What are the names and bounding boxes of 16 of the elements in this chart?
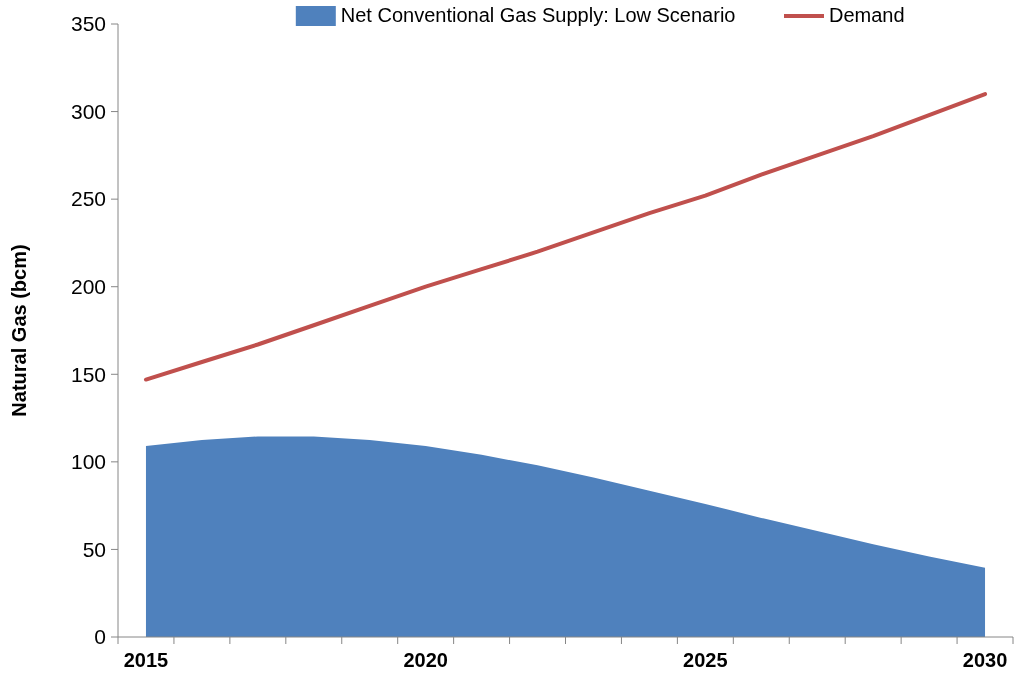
y-tick-label: 100: [70, 450, 106, 474]
x-tick-label: 2025: [683, 649, 728, 671]
y-tick-label: 300: [70, 99, 106, 123]
x-tick-label: 2020: [403, 649, 448, 671]
legend-label: Net Conventional Gas Supply: Low Scenario: [340, 4, 736, 26]
x-tick-label: 2015: [123, 649, 169, 671]
line-series: [143, 92, 988, 382]
legend-label: Demand: [829, 4, 905, 26]
x-tick-label: 2030: [962, 649, 1008, 671]
y-tick-label: 0: [94, 625, 106, 649]
y-tick-label: 150: [70, 362, 106, 386]
y-tick-label: 350: [70, 12, 106, 36]
y-tick-label: 200: [70, 275, 106, 299]
y-axis-title: Natural Gas (bcm): [8, 244, 30, 417]
y-tick-label: 50: [82, 537, 106, 561]
y-tick-label: 250: [70, 187, 106, 211]
